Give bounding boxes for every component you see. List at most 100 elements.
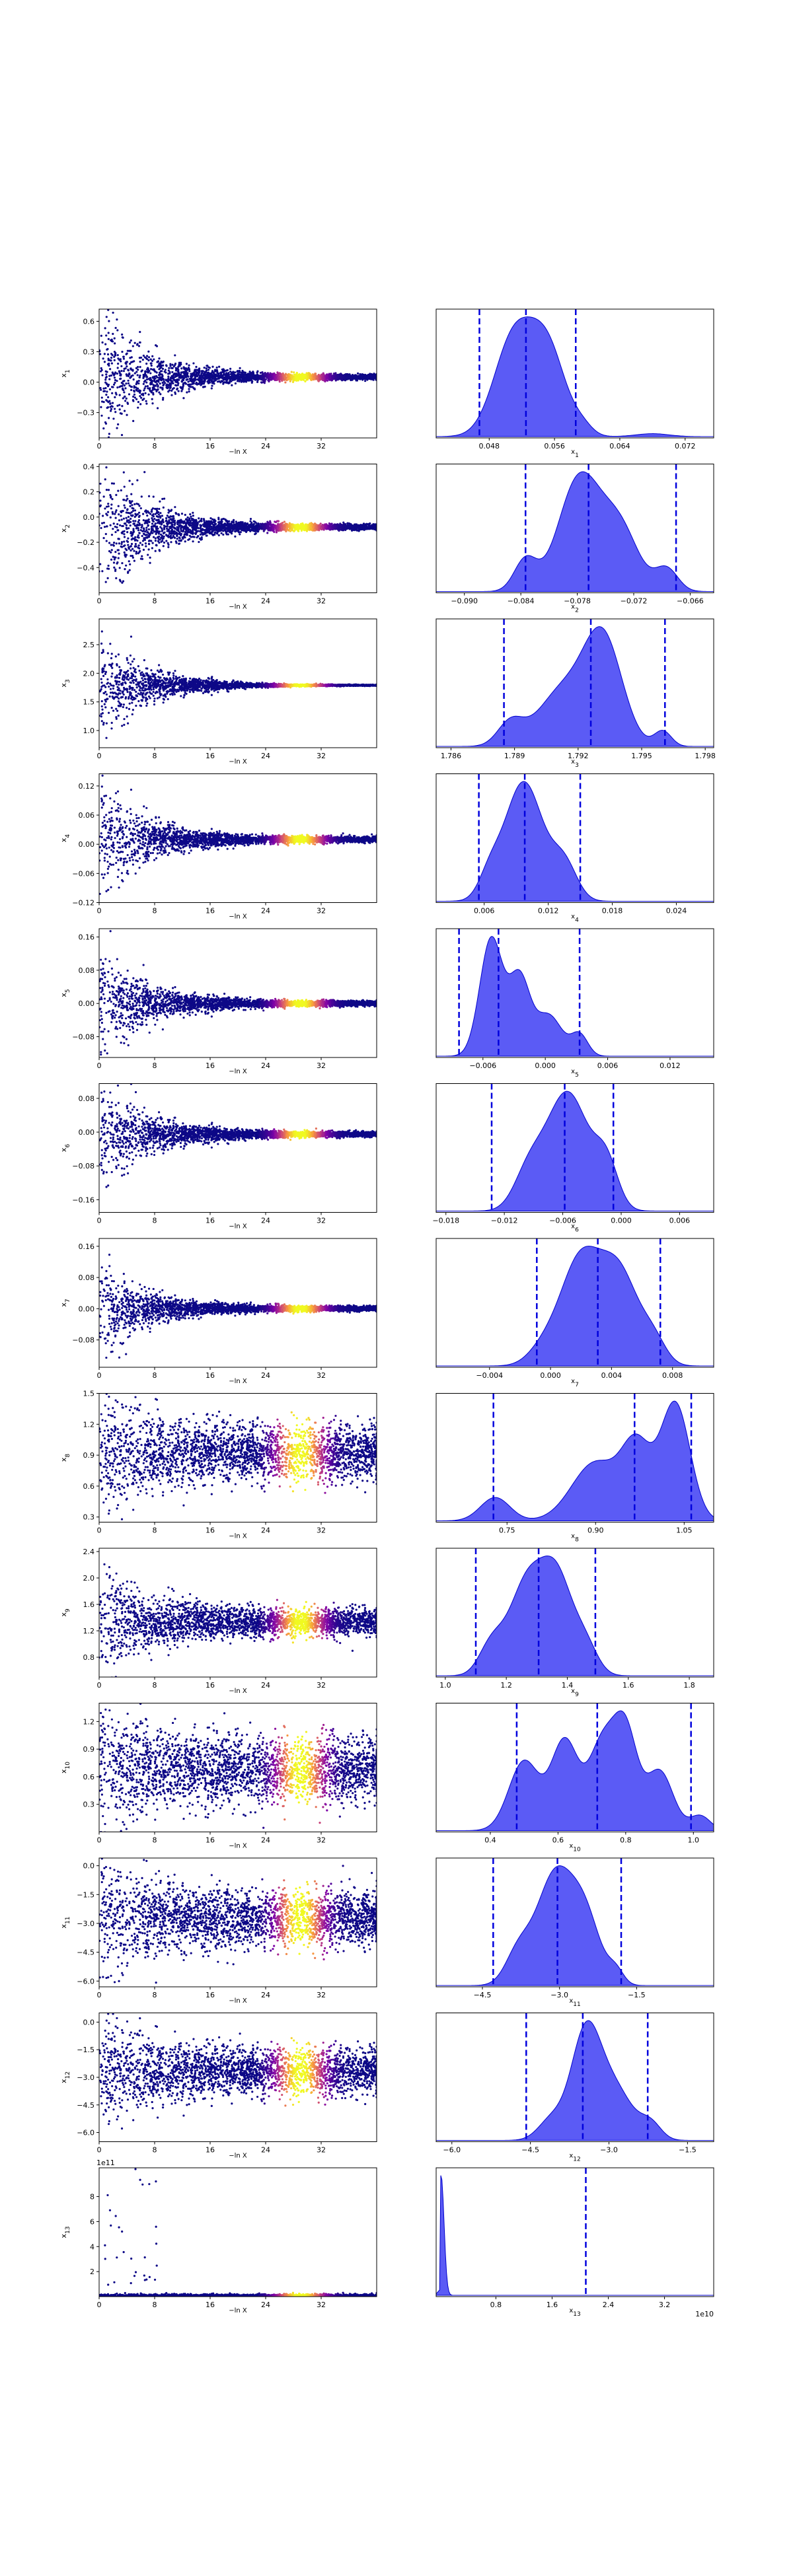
sample-point [334,376,337,378]
sample-point [100,369,103,371]
sample-point [172,526,175,528]
sample-point [177,390,180,392]
sample-point [150,530,153,533]
sample-point [321,378,324,381]
sample-point [165,520,167,522]
sample-point [202,376,205,379]
sample-point [297,530,300,532]
sample-point [113,376,116,379]
sample-point [127,382,130,384]
sample-point [225,532,227,534]
sample-point [252,520,255,522]
sample-point [146,385,149,388]
sample-point [255,529,258,532]
sample-point [176,387,178,390]
sample-point [237,530,240,533]
sample-point [178,536,180,539]
sample-point [162,506,165,509]
sample-point [176,370,179,373]
sample-point [177,513,180,516]
sample-point [133,341,136,344]
sample-point [167,528,170,531]
sample-point [125,382,128,385]
sample-point [157,384,159,387]
sample-point [194,375,197,378]
sample-point [300,527,303,530]
sample-point [132,548,134,550]
sample-point [159,538,161,541]
sample-point [107,489,110,491]
sample-point [185,525,188,528]
sample-point [132,378,135,381]
sample-point [155,515,158,518]
sample-point [116,549,119,552]
sample-point [337,376,340,378]
sample-point [295,379,298,382]
sample-point [288,522,291,524]
sample-point [133,372,136,375]
sample-point [99,491,101,494]
sample-point [138,341,141,344]
sample-point [350,529,354,532]
sample-point [208,526,211,529]
sample-point [185,375,188,377]
sample-point [204,371,206,375]
sample-point [108,542,111,544]
sample-point [120,519,123,521]
sample-point [344,373,346,376]
sample-point [285,378,288,382]
sample-point [157,520,160,523]
sample-point [100,334,102,337]
sample-point [158,542,161,544]
sample-point [153,378,156,380]
sample-point [169,365,172,367]
sample-point [128,341,132,344]
sample-point [145,381,148,384]
sample-point [196,536,198,539]
axes-frame [435,308,714,439]
sample-point [133,390,135,393]
sample-point [123,551,126,554]
sample-point [235,522,238,525]
sample-point [123,499,126,501]
sample-point [203,519,206,522]
sample-point [183,374,186,376]
sample-point [143,373,147,375]
sample-point [210,387,213,390]
sample-point [290,371,293,373]
sample-point [136,381,139,384]
sample-point [186,516,189,519]
sample-point [159,512,162,515]
sample-point [150,540,153,542]
sample-point [247,377,250,380]
sample-point [118,519,121,522]
sample-point [105,489,108,491]
sample-point [104,343,107,345]
sample-point [102,401,105,404]
sample-point [278,375,280,378]
sample-point [233,378,235,381]
sample-point [246,375,248,378]
sample-point [200,538,202,541]
sample-point [346,378,349,380]
sample-point [101,570,104,573]
sample-point [360,376,363,378]
sample-point [219,381,222,384]
sample-point [100,414,103,417]
sample-point [171,371,174,373]
sample-point [239,533,241,536]
sample-point [121,524,124,528]
sample-point [104,422,108,425]
sample-point [184,527,187,530]
sample-point [206,380,209,383]
sample-point [137,519,141,522]
sample-point [289,380,291,382]
sample-point [332,376,335,378]
sample-point [315,375,318,378]
sample-point [227,372,230,375]
sample-point [147,495,151,497]
sample-point [322,376,324,379]
sample-point [307,526,309,528]
sample-point [124,555,127,558]
sample-point [158,363,161,366]
